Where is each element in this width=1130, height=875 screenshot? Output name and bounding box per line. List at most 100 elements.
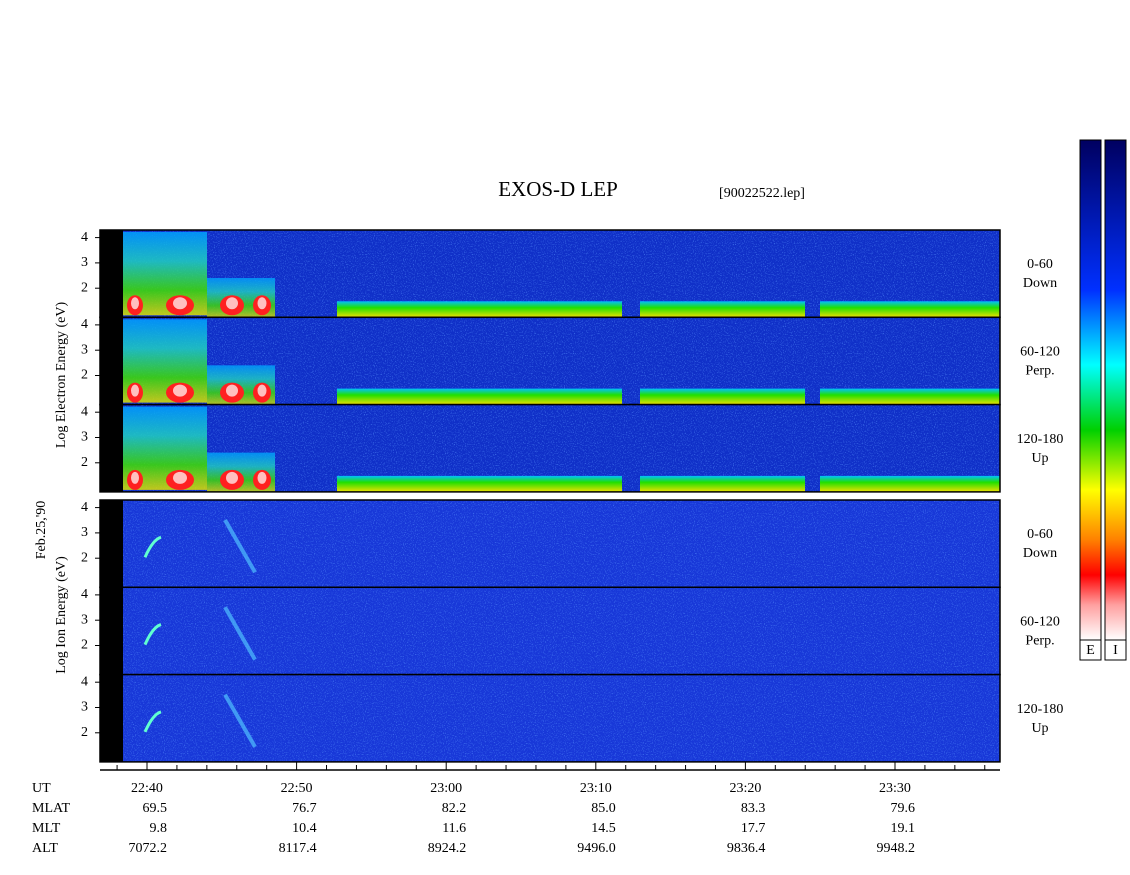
ephemeris-value: 10.4 [292,821,317,836]
y-tick-label: 2 [81,280,88,295]
energy-band [337,388,622,405]
ephemeris-value: 9836.4 [727,841,766,856]
energy-band [640,388,805,405]
hot-spot [226,297,238,310]
ephemeris-value: 14.5 [591,821,616,836]
panel-direction: Perp. [1025,364,1054,379]
ion-streak [223,519,257,574]
ephemeris-value: 79.6 [891,801,916,816]
panel-range: 60-120 [1020,345,1060,360]
hot-spot [131,384,139,397]
noise [123,674,1000,762]
colorbar-box [1104,639,1127,661]
hot-spot [226,384,238,397]
time-label: 22:40 [131,781,163,796]
colorbar-label: E [1086,643,1095,658]
time-label: 23:10 [580,781,612,796]
ephemeris-value: 85.0 [591,801,616,816]
hot-spot [131,297,139,310]
axis-label: Log Ion Energy (eV) [54,556,69,674]
black-strip [100,230,123,318]
file-label: [90022522.lep] [719,186,805,201]
time-axis: UT MLAT MLT ALT 22:40 69.5 9.8 7072.2 22:50 76.7 1… [32,762,1000,856]
ion-streak [143,535,162,558]
y-tick-label: 4 [81,404,88,419]
colorbar-label: I [1113,643,1118,658]
black-strip [100,317,123,405]
ion-streak [143,710,162,733]
y-tick-label: 2 [81,368,88,383]
ephemeris-value: 9.8 [150,821,168,836]
ephemeris-value: 9948.2 [877,841,916,856]
row-label: MLAT [32,801,71,816]
panel-range: 0-60 [1027,257,1053,272]
panel-range: 60-120 [1020,615,1060,630]
ephemeris-value: 17.7 [741,821,766,836]
y-tick-label: 2 [81,725,88,740]
y-tick-label: 3 [81,700,88,715]
hot-spot [257,384,267,397]
axis-label: Log Electron Energy (eV) [54,302,69,449]
y-tick-label: 4 [81,674,88,689]
time-label: 23:30 [879,781,911,796]
ephemeris-value: 69.5 [143,801,168,816]
black-strip [100,674,123,762]
hot-spot [131,471,139,484]
y-tick-label: 3 [81,430,88,445]
black-strip [100,587,123,675]
y-tick-label: 4 [81,230,88,245]
row-label: ALT [32,841,58,856]
panel-direction: Up [1031,451,1048,466]
hot-spot [173,297,187,310]
y-tick-label: 3 [81,255,88,270]
panel-frame [99,673,1001,763]
y-tick-label: 2 [81,638,88,653]
ephemeris-value: 76.7 [292,801,317,816]
y-tick-label: 2 [81,455,88,470]
time-label: 22:50 [281,781,313,796]
energy-band [820,475,1000,492]
panel-direction: Up [1031,721,1048,736]
black-strip [100,404,123,492]
hot-spot [257,297,267,310]
y-tick-label: 4 [81,317,88,332]
time-label: 23:20 [729,781,761,796]
title: EXOS-D LEP [498,177,618,201]
ephemeris-value: 8924.2 [428,841,467,856]
panel-range: 120-180 [1017,702,1064,717]
row-label: MLT [32,821,61,836]
colorbar [1079,139,1102,641]
panel-direction: Perp. [1025,634,1054,649]
energy-band [820,388,1000,405]
ion-streak [223,606,257,661]
time-label: 23:00 [430,781,462,796]
ephemeris-value: 11.6 [442,821,466,836]
hot-spot [173,384,187,397]
energy-band [640,475,805,492]
hot-spot [173,471,187,484]
energy-band [820,301,1000,318]
ephemeris-value: 9496.0 [577,841,616,856]
colorbar-box [1079,639,1102,661]
ion-streak [223,693,257,748]
ephemeris-value: 82.2 [442,801,467,816]
y-tick-label: 3 [81,612,88,627]
noise [123,587,1000,675]
energy-band [337,301,622,318]
date-label: Feb.25,'90 [34,501,49,560]
row-label: UT [32,781,51,796]
y-tick-label: 2 [81,550,88,565]
y-tick-label: 3 [81,525,88,540]
panel-range: 0-60 [1027,527,1053,542]
y-tick-label: 3 [81,342,88,357]
panel-direction: Down [1023,276,1057,291]
ephemeris-value: 8117.4 [279,841,317,856]
spectrograms: 2 3 4 0-60 Down 2 3 4 60-120 Perp. 2 3 4 120-180 Up 2 3 4… [81,229,1064,763]
panel-range: 120-180 [1017,432,1064,447]
energy-band [640,301,805,318]
y-tick-label: 4 [81,500,88,515]
black-strip [100,500,123,588]
hot-spot [257,471,267,484]
